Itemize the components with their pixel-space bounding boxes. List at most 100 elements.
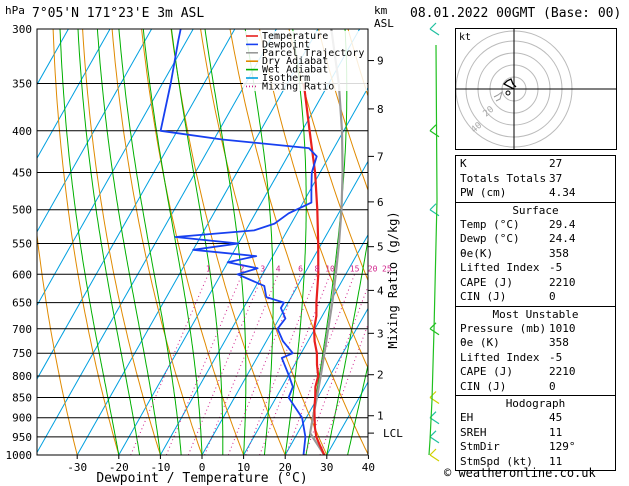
surface-title: Surface	[512, 203, 559, 217]
wet-adiabat-line	[284, 29, 307, 455]
index-row: StmSpd (kt) 11	[456, 455, 615, 470]
temp-tick-label: 40	[362, 461, 375, 474]
temp-tick-label: -10	[150, 461, 170, 474]
footer-credit[interactable]: © weatheronline.co.uk	[444, 466, 596, 480]
mixing-ratio-label: 8	[315, 264, 320, 273]
legend-label: Dry Adiabat	[262, 56, 328, 67]
index-label: CIN (J)	[460, 290, 507, 303]
index-row: Lifted Index -5	[456, 351, 615, 366]
mixing-ratio-label: 25	[382, 264, 392, 273]
wet-adiabat-line	[244, 29, 274, 455]
hodograph-ring-label-20: 20	[482, 105, 497, 120]
index-value: 2210	[549, 275, 576, 289]
index-label: StmDir	[460, 440, 500, 453]
index-value: -5	[549, 350, 563, 364]
isotherm-line	[76, 29, 319, 455]
index-row: Dewp (°C) 24.4	[456, 232, 615, 247]
lcl-label: LCL	[383, 427, 403, 440]
height-tick-label: 5	[377, 241, 384, 254]
wind-barb	[429, 28, 440, 36]
index-row: Totals Totals 37	[456, 172, 615, 187]
mixing-ratio-label: 20	[368, 264, 378, 273]
index-row: Temp (°C) 29.4	[456, 218, 615, 233]
asl-label: ASL	[374, 17, 394, 30]
index-value: 27	[549, 157, 563, 170]
index-row: StmDir 129°	[456, 440, 615, 455]
indices-table: K 27 Totals Totals 37 PW (cm) 4.34 Surface …	[455, 155, 616, 471]
wind-barb	[429, 209, 440, 217]
index-row: CIN (J) 0	[456, 380, 615, 395]
mixing-ratio-label: 2	[240, 264, 245, 273]
x-axis-label: Dewpoint / Temperature (°C)	[96, 471, 307, 486]
hodograph-ring-label-40: 40	[470, 121, 485, 136]
index-value: 24.4	[549, 232, 576, 245]
index-row: CAPE (J) 2210	[456, 365, 615, 380]
mixing-ratio-line	[130, 274, 209, 455]
index-label: CAPE (J)	[460, 365, 513, 378]
height-tick-label: 2	[377, 369, 384, 382]
wet-adiabat-line	[347, 362, 368, 455]
index-value: -5	[549, 261, 563, 274]
wind-barb-flag	[429, 203, 437, 211]
height-tick-label: 1	[377, 410, 384, 423]
pressure-tick-label: 600	[12, 268, 32, 281]
index-label: CIN (J)	[460, 379, 507, 393]
mixing-ratio-line	[187, 274, 264, 455]
height-tick-label: 3	[377, 327, 384, 340]
hodograph-unit: kt	[459, 32, 471, 43]
location-title: 7°05'N 171°23'E 3m ASL	[32, 6, 205, 21]
isotherm-line	[118, 29, 361, 455]
index-label: Lifted Index	[460, 261, 540, 274]
mixing-ratio-label: 3	[260, 264, 265, 273]
index-label: SREH	[460, 425, 487, 439]
pressure-tick-label: 900	[12, 412, 32, 425]
dry-adiabat-line	[52, 29, 120, 455]
hodograph-section: Hodograph EH 45 SREH 11 StmDir 129° StmSpd …	[455, 396, 616, 471]
index-value: 11	[549, 454, 563, 468]
wind-barb	[429, 454, 440, 462]
index-label: θe (K)	[460, 336, 500, 349]
dry-adiabat-line	[318, 29, 368, 192]
mixing-ratio-label: 1	[206, 264, 211, 273]
index-value: 129°	[549, 440, 576, 453]
index-label: K	[460, 157, 467, 170]
pressure-tick-label: 750	[12, 347, 32, 360]
pressure-tick-label: 800	[12, 370, 32, 383]
wind-barb-flag	[429, 124, 437, 132]
most-unstable-section: Most Unstable Pressure (mb) 1010 θe (K) 35…	[455, 306, 616, 396]
pressure-tick-label: 550	[12, 237, 32, 250]
pressure-tick-label: 450	[12, 166, 32, 179]
index-label: PW (cm)	[460, 186, 507, 199]
index-label: Pressure (mb)	[460, 321, 547, 335]
datetime-title: 08.01.2022 00GMT (Base: 00)	[410, 6, 622, 21]
isotherm-line	[284, 307, 368, 455]
pressure-tick-label: 300	[12, 23, 32, 36]
hodograph-storm-motion	[505, 90, 511, 96]
height-tick-label: 6	[377, 196, 384, 209]
index-row: θe(K) 358	[456, 247, 615, 262]
wind-barb-flag	[429, 322, 437, 330]
index-label: StmSpd (kt)	[460, 454, 533, 468]
isotherm-line	[159, 86, 368, 455]
legend-label: Wet Adiabat	[262, 65, 328, 76]
temp-tick-label: 0	[199, 461, 206, 474]
dewpoint-line	[159, 29, 318, 455]
temp-tick-label: -30	[67, 461, 87, 474]
index-row: Pressure (mb) 1010	[456, 322, 615, 337]
legend-box	[243, 31, 367, 91]
wet-adiabat-line	[326, 236, 368, 455]
pressure-tick-label: 400	[12, 125, 32, 138]
index-value: 11	[549, 425, 563, 439]
index-value: 4.34	[549, 186, 576, 199]
wet-adiabat-line	[305, 29, 348, 455]
legend-label: Isotherm	[262, 73, 310, 84]
index-label: EH	[460, 411, 474, 424]
index-row: Lifted Index -5	[456, 261, 615, 276]
legend-label: Mixing Ratio	[262, 81, 334, 92]
index-row: PW (cm) 4.34	[456, 186, 615, 201]
mixing-ratio-line	[165, 274, 243, 455]
isotherm-line	[201, 160, 368, 455]
index-row: K 27	[456, 157, 615, 172]
pressure-tick-label: 500	[12, 204, 32, 217]
isotherm-line	[37, 29, 153, 233]
